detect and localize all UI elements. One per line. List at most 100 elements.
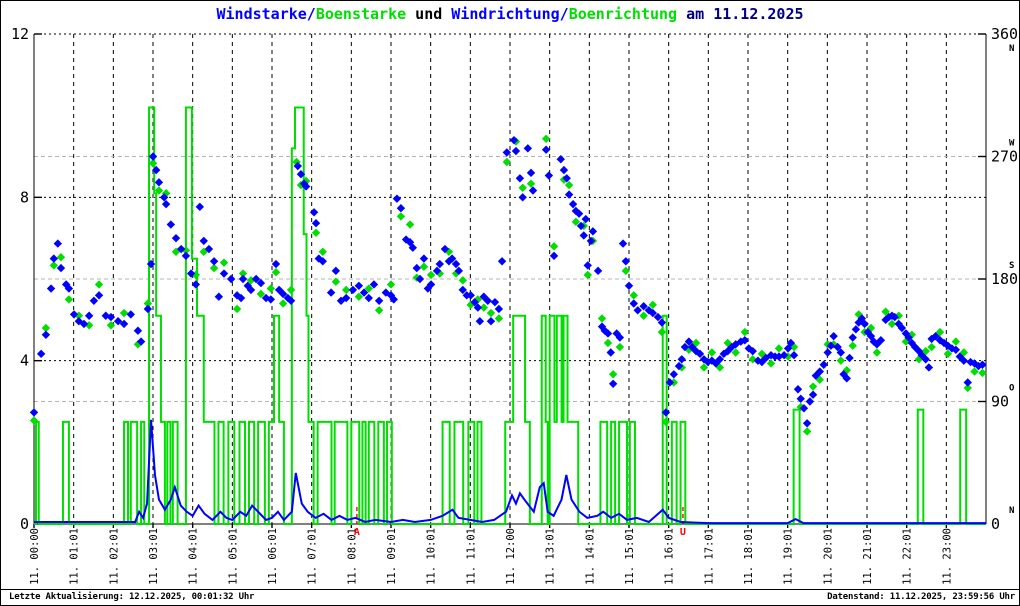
last-update-text: Letzte Aktualisierung: 12.12.2025, 00:01… — [9, 592, 255, 602]
gust-dir-marker — [914, 355, 924, 364]
wind-dir-marker — [876, 336, 886, 345]
wind-dir-marker — [978, 360, 987, 369]
gust-dir-marker — [648, 300, 657, 310]
gust-dir-marker — [684, 345, 694, 354]
wind-dir-marker — [541, 145, 551, 154]
svg-text:8: 8 — [20, 188, 29, 206]
wind-dir-marker — [49, 254, 59, 263]
wind-dir-marker — [148, 152, 158, 161]
wind-dir-marker — [36, 349, 46, 359]
wind-dir-marker — [559, 165, 569, 175]
gust-dir-marker — [943, 349, 953, 359]
wind-dir-marker — [789, 351, 799, 360]
wind-dir-marker — [246, 285, 256, 295]
wind-dir-marker — [907, 338, 917, 348]
wind-dir-marker — [897, 323, 907, 333]
gust-dir-marker — [603, 338, 613, 348]
gust-dir-marker — [133, 340, 143, 349]
wind-dir-marker — [793, 385, 803, 394]
wind-dir-marker — [515, 174, 525, 183]
wind-dir-marker — [549, 251, 559, 261]
svg-text:360: 360 — [991, 25, 1018, 43]
svg-text:11. 20:01: 11. 20:01 — [822, 528, 834, 585]
sunrise-marker: A — [354, 507, 360, 538]
svg-text:11. 07:01: 11. 07:01 — [307, 528, 319, 585]
wind-dir-marker — [959, 356, 968, 365]
wind-dir-marker — [544, 171, 554, 180]
svg-text:11. 21:01: 11. 21:01 — [862, 528, 874, 585]
svg-text:11. 04:01: 11. 04:01 — [188, 528, 200, 585]
gust-dir-marker — [549, 242, 559, 251]
gust-dir-marker — [802, 427, 812, 436]
gust-dir-marker — [978, 368, 987, 378]
svg-text:11. 02:01: 11. 02:01 — [108, 528, 120, 585]
wind-dir-marker — [562, 174, 571, 183]
svg-text:90: 90 — [991, 393, 1009, 411]
svg-text:12: 12 — [11, 25, 29, 43]
gust-dir-marker — [629, 291, 638, 300]
gust-dir-marker — [661, 417, 671, 427]
wind-dir-marker — [904, 333, 913, 342]
gust-dir-marker — [583, 270, 592, 280]
wind-dir-marker — [615, 333, 625, 342]
svg-text:U: U — [680, 527, 686, 538]
wind-dir-marker — [808, 390, 818, 399]
wind-dir-marker — [161, 199, 171, 209]
wind-dir-marker — [199, 236, 208, 246]
wind-dir-marker — [256, 278, 266, 288]
wind-dir-marker — [94, 291, 104, 300]
wind-dir-marker — [680, 342, 690, 352]
gust-dir-marker — [887, 319, 897, 329]
wind-dir-marker — [761, 353, 771, 363]
wind-dir-marker — [126, 310, 135, 319]
wind-dir-marker — [805, 397, 815, 406]
wind-dir-marker — [29, 408, 39, 417]
gust-dir-marker — [29, 416, 39, 425]
wind-dir-marker — [802, 419, 812, 428]
gust-dir-marker — [119, 308, 129, 318]
svg-text:11. 13:01: 11. 13:01 — [545, 528, 557, 585]
wind-dir-marker — [823, 348, 832, 357]
wind-dir-marker — [186, 269, 196, 278]
wind-dir-marker — [653, 312, 663, 322]
wind-dir-marker — [684, 337, 694, 346]
gust-dir-marker — [808, 382, 818, 391]
svg-text:W: W — [1009, 139, 1015, 149]
svg-text:N: N — [1009, 44, 1014, 54]
gust-dir-marker — [935, 327, 945, 337]
gust-dir-marker — [927, 342, 936, 352]
gust-dir-marker — [386, 280, 396, 289]
gust-dir-marker — [278, 299, 288, 308]
svg-text:11. 12:00: 11. 12:00 — [505, 528, 517, 585]
gust-dir-marker — [766, 359, 776, 368]
gust-dir-marker — [518, 183, 527, 193]
wind-dir-marker — [359, 288, 369, 297]
gust-dir-marker — [49, 261, 59, 270]
gust-dir-marker — [286, 285, 296, 295]
wind-dir-marker — [842, 374, 851, 383]
wind-dir-marker — [271, 259, 281, 269]
wind-dir-marker — [943, 341, 953, 350]
wind-dir-marker — [41, 330, 51, 340]
wind-dir-marker — [458, 285, 467, 295]
wind-dir-marker — [691, 346, 701, 356]
wind-dir-marker — [740, 336, 750, 345]
wind-dir-marker — [84, 311, 94, 320]
wind-dir-marker — [606, 348, 615, 357]
wind-dir-marker — [687, 342, 697, 352]
wind-dir-marker — [731, 340, 740, 349]
wind-dir-marker — [748, 346, 757, 356]
gust-dir-marker — [341, 285, 351, 295]
gust-dir-marker — [271, 267, 281, 277]
svg-text:11. 17:01: 11. 17:01 — [703, 528, 715, 585]
wind-dir-marker — [136, 337, 146, 346]
svg-text:11. 01:01: 11. 01:01 — [69, 528, 81, 585]
wind-dir-marker — [574, 209, 584, 218]
wind-dir-marker — [509, 135, 519, 145]
wind-dir-marker — [931, 331, 940, 341]
wind-dir-marker — [581, 214, 590, 224]
wind-dir-marker — [79, 319, 89, 329]
wind-dir-marker — [473, 303, 483, 312]
wind-dir-marker — [845, 353, 854, 363]
wind-dir-marker — [597, 322, 607, 331]
